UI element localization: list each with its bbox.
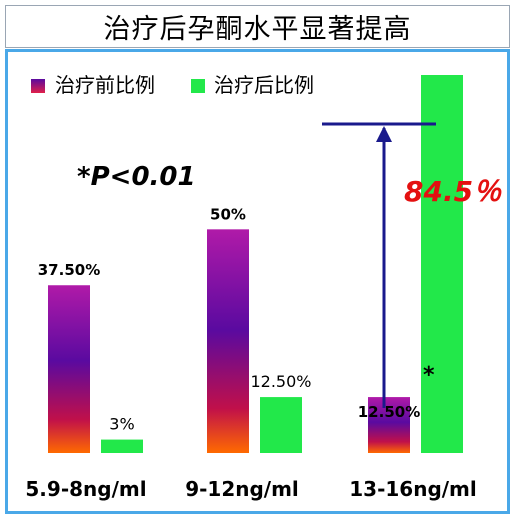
data-label-before-2: 12.50% [358,403,420,421]
bar-before-1 [207,229,249,453]
data-label-before-1: 50% [210,205,246,223]
legend-swatch-before [31,79,45,93]
data-label-after-1: 12.50% [250,372,311,391]
chart-title: 治疗后孕酮水平显著提高 [103,14,412,45]
arrow-head [376,126,392,142]
category-label-0: 5.9-8ng/ml [25,477,146,501]
data-label-before-0: 37.50% [38,261,100,279]
bar-before-0 [48,285,90,453]
bar-after-1 [260,397,302,453]
highlight-value: 84.5％ [404,175,502,208]
category-label-1: 9-12ng/ml [185,477,299,501]
title-box: 治疗后孕酮水平显著提高 [5,5,510,48]
data-label-after-0: 3% [109,415,134,434]
category-label-2: 13-16ng/ml [349,477,477,501]
bar-before-2 [368,397,410,453]
labels-layer: 37.50% 3% 5.9-8ng/ml 50% 12.50% 9-12ng/ml 12.5… [25,205,476,501]
bar-after-2 [421,75,463,453]
bars-layer [48,75,463,453]
significance-star: * [423,363,435,388]
legend-label-before: 治疗前比例 [55,73,155,97]
p-value-annotation: *P<0.01 [77,162,196,192]
legend-label-after: 治疗后比例 [214,73,314,97]
bar-after-0 [101,439,143,453]
legend-swatch-after [191,79,205,93]
